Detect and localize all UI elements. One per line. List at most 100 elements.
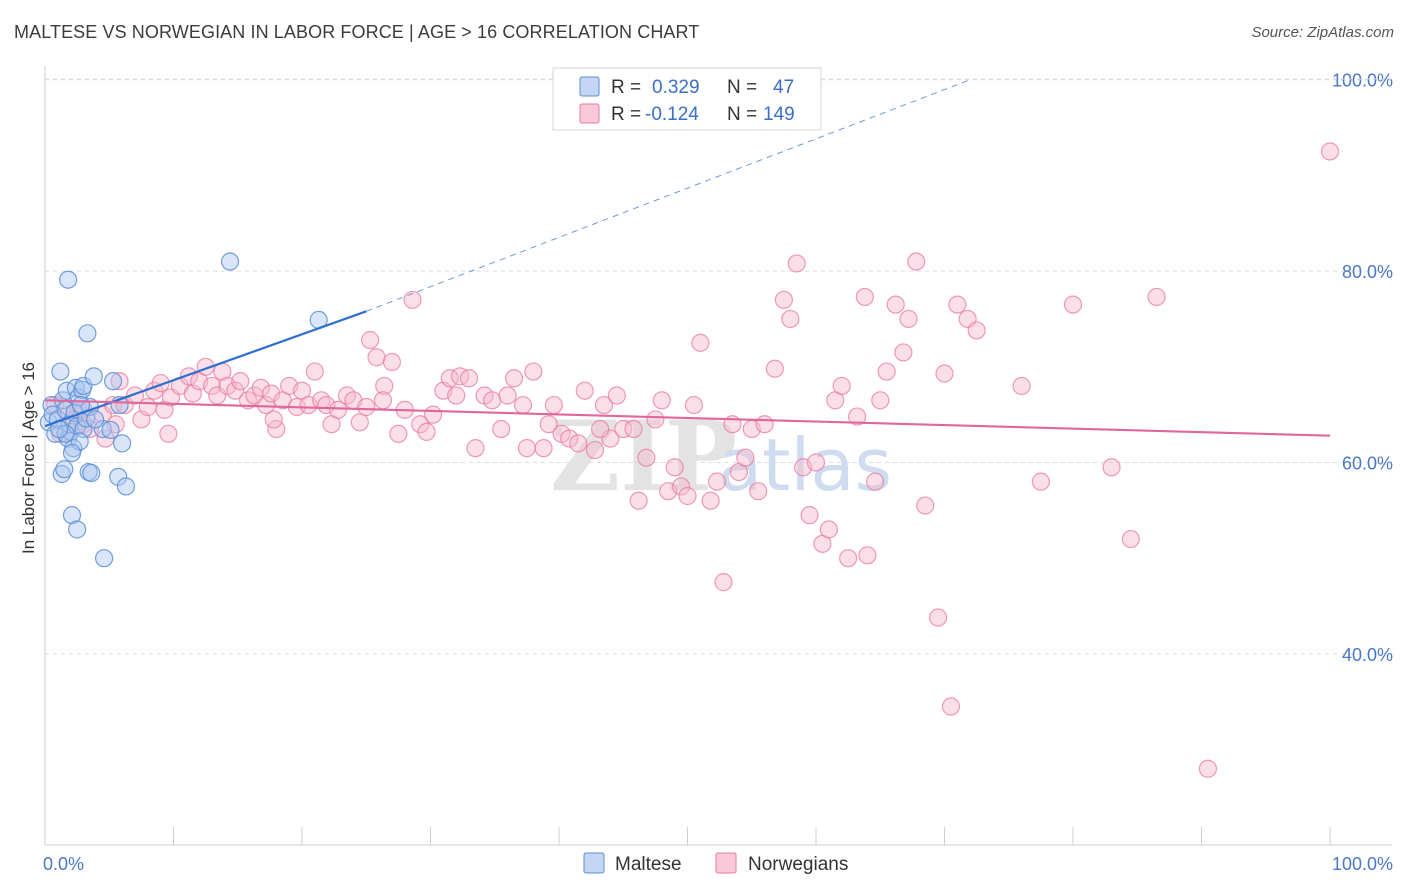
norwegian-point [459,369,479,388]
norwegian-point [1147,287,1166,307]
norwegian-point [624,419,643,439]
norwegian-point [1320,142,1340,161]
norwegian-point [1012,376,1031,396]
norwegian-point [886,295,905,314]
norwegian-point [935,364,954,383]
y-tick-label: 60.0% [1342,454,1393,474]
legend-swatch-maltese [579,76,600,97]
legend-n-label: N = [727,77,757,98]
norwegian-point [1063,295,1083,314]
norwegian-point [138,397,157,417]
norwegian-point [575,381,594,400]
maltese-point [95,549,114,568]
norwegian-point [877,362,896,381]
norwegian-point [800,506,819,525]
maltese-point [101,420,120,440]
maltese-trend-line [44,310,367,428]
norwegian-point [855,287,874,307]
norwegian-point [948,295,967,314]
norwegian-point [305,362,324,381]
norwegian-point [159,424,178,443]
norwegian-point [504,369,524,388]
norwegian-point [544,395,563,415]
maltese-point [93,419,112,439]
norwegian-point [357,397,376,417]
norwegian-point [389,424,408,443]
norwegian-point [264,410,283,429]
maltese-point [62,443,82,463]
norwegian-point [594,395,614,415]
norwegian-point [899,309,918,329]
norwegian-point [498,386,517,405]
norwegian-point [251,378,270,397]
maltese-point [51,362,70,381]
maltese-point [112,434,132,453]
norwegian-point [916,496,935,515]
norwegian-point [1121,529,1140,549]
legend-n-norwegian: 149 [763,104,795,125]
norwegian-point [806,453,826,472]
norwegian-point [701,491,720,510]
norwegian-point [585,440,605,460]
y-axis-label: In Labor Force | Age > 16 [19,362,38,554]
legend-box: R = 0.329 N = 47 R = -0.124 N = 149 [552,67,822,131]
norwegian-point [652,391,671,410]
norwegian-point [513,395,533,415]
norwegian-point [637,448,656,467]
norwegian-point [262,384,281,403]
norwegian-trend-line [44,399,1331,437]
norwegian-point [1102,458,1121,477]
axis-layer: 0.0% 100.0% [43,66,1393,874]
norwegian-point [483,391,502,410]
legend-r-norwegian: -0.124 [645,104,699,125]
maltese-point [109,467,128,486]
legend-r-label-2: R = [611,104,641,125]
maltese-point [62,506,82,525]
norwegian-point [373,391,393,410]
norwegian-point [450,367,470,386]
norwegian-point [928,608,948,627]
norwegian-point [361,330,380,350]
norwegian-points [46,142,1340,778]
norwegian-point [110,372,129,391]
norwegian-point [907,252,926,271]
maltese-trend-extension [366,79,971,312]
watermark-atlas: atlas [718,423,892,507]
norwegian-point [765,359,784,378]
norwegian-point [832,376,851,396]
norwegian-point [492,419,511,439]
norwegian-point [367,348,386,367]
norwegian-point [629,491,648,510]
norwegian-point [517,439,536,458]
x-tick-label: 0.0% [43,854,84,874]
norwegian-point [317,395,336,415]
norwegian-point [941,697,961,716]
legend-n-label-2: N = [727,104,757,125]
norwegian-point [560,429,579,448]
norwegian-point [894,343,913,362]
norwegian-point [202,376,222,396]
norwegian-point [671,477,691,496]
y-tick-label: 100.0% [1332,71,1393,91]
norwegian-point [781,309,800,329]
norwegian-point [328,400,348,419]
legend-n-maltese: 47 [773,77,794,98]
legend-r-label: R = [611,77,641,98]
y-tick-label: 40.0% [1342,645,1393,665]
norwegian-point [614,419,633,439]
norwegian-point [447,386,466,405]
maltese-point [104,372,123,391]
norwegian-point [231,372,250,391]
norwegian-point [607,386,626,405]
grid-layer: 40.0% 60.0% 80.0% 100.0% [45,71,1393,665]
norwegian-point [848,407,867,426]
maltese-point [68,520,87,539]
norwegian-point [375,376,394,396]
norwegian-point [691,333,710,352]
norwegian-point [226,381,245,400]
norwegian-point [534,439,553,458]
bottom-legend-norwegian: Norwegians [748,854,848,875]
bottom-legend-swatch-maltese [583,852,605,874]
norwegian-point [350,413,369,432]
